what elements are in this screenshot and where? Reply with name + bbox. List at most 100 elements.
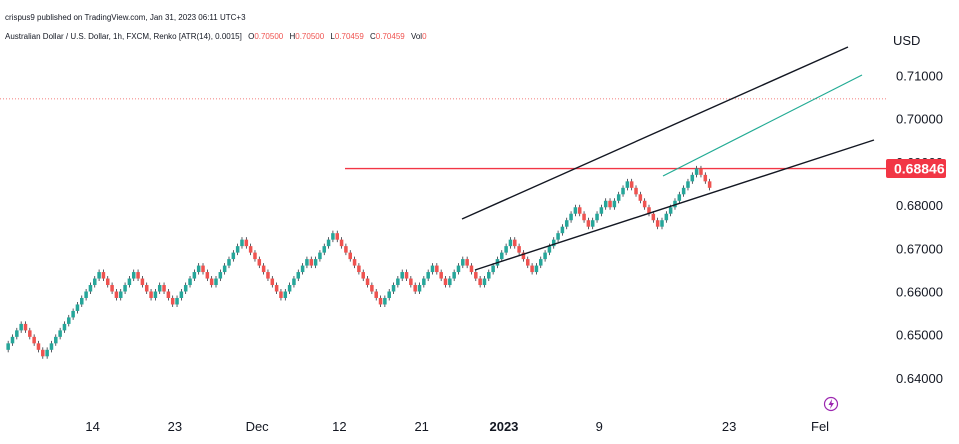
trend-line[interactable] [662, 74, 863, 177]
down-brick [140, 278, 145, 286]
up-brick [690, 174, 695, 182]
ohlc-c-label: C [370, 32, 376, 41]
up-brick [595, 213, 599, 221]
up-brick [500, 252, 504, 260]
up-brick [287, 285, 292, 292]
up-brick [54, 336, 58, 344]
down-brick [465, 259, 469, 266]
down-brick [526, 259, 530, 266]
up-brick [625, 181, 630, 188]
up-brick [313, 259, 318, 266]
down-brick [443, 278, 448, 286]
down-brick [244, 239, 249, 247]
down-brick [170, 297, 175, 305]
down-brick [577, 207, 582, 214]
down-brick [348, 252, 352, 260]
up-brick [331, 233, 335, 240]
down-brick [651, 213, 656, 221]
down-brick [370, 285, 374, 292]
down-brick [586, 220, 591, 227]
down-brick [469, 265, 474, 273]
up-brick [97, 272, 101, 279]
down-brick [248, 246, 253, 253]
up-brick [430, 265, 435, 273]
up-brick [456, 265, 461, 273]
up-brick [183, 285, 188, 292]
symbol-name: Australian Dollar / U.S. Dollar, 1h, FXC… [5, 32, 242, 41]
channel-upper-line[interactable] [461, 46, 849, 220]
up-brick [222, 265, 227, 273]
up-brick [391, 285, 396, 292]
up-brick [192, 272, 197, 279]
down-brick [629, 181, 634, 188]
channel-lower-line[interactable] [474, 139, 875, 271]
down-brick [642, 200, 647, 208]
time-tick-label: 12 [332, 419, 346, 434]
time-tick-label: 14 [85, 419, 99, 434]
lightning-icon[interactable] [823, 396, 839, 412]
down-brick [647, 207, 651, 214]
up-brick [322, 246, 327, 253]
price-axis[interactable]: 0.710000.700000.690000.680000.670000.660… [896, 69, 943, 386]
down-brick [638, 194, 643, 201]
up-brick [93, 278, 97, 286]
up-brick [292, 278, 296, 286]
up-brick [296, 272, 301, 279]
vol-value: 0 [422, 32, 427, 41]
price-tick-label: 0.70000 [896, 112, 943, 127]
renko-bricks [6, 165, 712, 359]
price-tick-label: 0.71000 [896, 69, 943, 84]
down-brick [41, 349, 45, 357]
down-brick [309, 259, 314, 266]
up-brick [452, 272, 456, 279]
price-tick-label: 0.67000 [896, 241, 943, 256]
up-brick [196, 265, 201, 273]
down-brick [582, 213, 586, 221]
down-brick [28, 330, 32, 337]
down-brick [162, 285, 166, 292]
up-brick [547, 246, 552, 253]
price-tick-label: 0.65000 [896, 328, 943, 343]
publisher-line: crispus9 published on TradingView.com, J… [5, 13, 246, 22]
up-brick [573, 207, 578, 214]
down-brick [266, 272, 270, 279]
down-brick [114, 291, 119, 298]
up-brick [88, 285, 93, 292]
down-brick [404, 272, 409, 279]
price-tick-label: 0.64000 [896, 371, 943, 386]
down-brick [521, 252, 526, 260]
up-brick [677, 194, 682, 201]
down-brick [530, 265, 534, 273]
down-brick [110, 285, 114, 292]
up-brick [664, 213, 669, 221]
up-brick [19, 323, 23, 331]
down-brick [374, 291, 378, 298]
up-brick [422, 278, 426, 286]
up-brick [131, 272, 136, 279]
down-brick [261, 265, 266, 273]
down-brick [378, 297, 383, 305]
up-brick [10, 336, 15, 344]
up-brick [448, 278, 452, 286]
down-brick [209, 278, 214, 286]
support-price-tag[interactable]: 0.68846 [886, 159, 946, 179]
up-brick [599, 207, 604, 214]
up-brick [491, 265, 495, 273]
up-brick [6, 343, 10, 350]
up-brick [396, 278, 400, 286]
up-brick [504, 246, 508, 253]
down-brick [703, 174, 708, 182]
down-brick [279, 291, 283, 298]
symbol-line: Australian Dollar / U.S. Dollar, 1h, FXC… [5, 32, 427, 41]
up-brick [75, 304, 80, 311]
ohlc-l-value: 0.70459 [335, 32, 364, 41]
down-brick [344, 246, 348, 253]
time-tick-label: 23 [722, 419, 736, 434]
down-brick [357, 265, 361, 273]
time-axis[interactable]: 14 23 Dec 12 21 2023 9 23 Fel [85, 419, 829, 434]
up-brick [305, 259, 309, 266]
up-brick [681, 187, 686, 195]
down-brick [513, 239, 517, 247]
down-brick [435, 265, 439, 273]
up-brick [227, 259, 231, 266]
